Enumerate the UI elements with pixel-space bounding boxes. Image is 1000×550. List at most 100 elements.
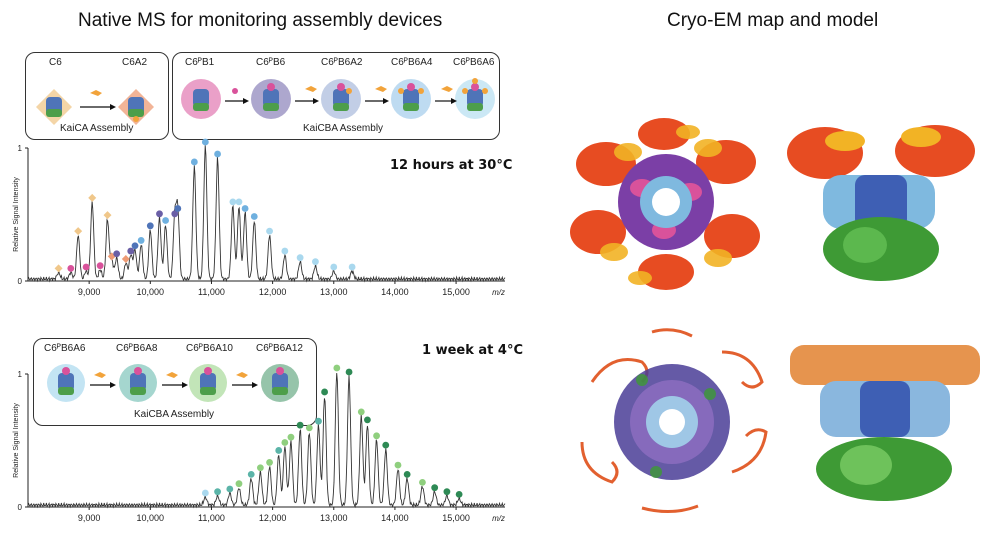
kaia-ligand-icon bbox=[90, 90, 102, 96]
x-tick-label: 13,000 bbox=[320, 287, 348, 297]
top-condition-label: 12 hours at 30°C bbox=[390, 158, 513, 173]
peak-marker-c6b6a4 bbox=[250, 213, 258, 220]
x-tick-label: 13,000 bbox=[320, 513, 348, 523]
peak-marker-c6b6a8 bbox=[247, 471, 255, 478]
late-species-2: C6ᴾB6A10 bbox=[186, 343, 233, 354]
late-c6b6a8-icon bbox=[119, 364, 157, 402]
peak-marker-c6b6a12 bbox=[431, 484, 439, 492]
peak-marker-c6b6a10 bbox=[256, 464, 264, 472]
peak-marker-c6b6a12 bbox=[455, 490, 463, 498]
peak-marker-c6b6a2 bbox=[131, 242, 139, 250]
kaica-species-1: C6A2 bbox=[122, 57, 148, 68]
ribbon-model-top-view-icon bbox=[580, 328, 768, 513]
peak-marker-c6b6a4 bbox=[190, 158, 198, 166]
late-species-3: C6ᴾB6A12 bbox=[256, 343, 303, 354]
cryo-em-map-top-view bbox=[570, 118, 760, 290]
kaicba-group-label: KaiCBA Assembly bbox=[303, 123, 384, 134]
c6b6a4-circle-icon bbox=[391, 79, 431, 119]
kaicba-late-schematic bbox=[47, 364, 299, 402]
bottom-ms-spectrum: 0 1 Relative Signal Intensity 9,000 10,000 11… bbox=[13, 364, 506, 523]
x-tick-label: 14,000 bbox=[381, 287, 409, 297]
x-tick-label: 10,000 bbox=[137, 513, 165, 523]
peak-marker-c6 bbox=[88, 193, 97, 202]
peak-marker-c6b6a4 bbox=[162, 217, 169, 224]
peak-marker-c6b6a10 bbox=[394, 461, 402, 469]
kaia-ligand-icon-2 bbox=[305, 86, 317, 92]
late-c6b6a6-icon bbox=[47, 364, 85, 402]
cryo-em-side-view-icon bbox=[787, 125, 975, 281]
peak-marker-c6b6a12 bbox=[382, 441, 390, 449]
x-tick-label: 9,000 bbox=[78, 513, 101, 523]
x-tick-label: 12,000 bbox=[259, 513, 287, 523]
peak-marker-c6b6a6 bbox=[348, 263, 356, 271]
ribbon-model-side-view-icon bbox=[790, 345, 980, 501]
c6b1-circle-icon bbox=[181, 79, 221, 119]
kaica-species-0: C6 bbox=[49, 57, 62, 68]
peak-marker-c6b6a6 bbox=[229, 198, 237, 206]
x-tick-label: 15,000 bbox=[442, 287, 470, 297]
late-group-label: KaiCBA Assembly bbox=[134, 409, 215, 420]
peak-marker-c6b6a12 bbox=[321, 388, 328, 396]
c6b6-circle-icon bbox=[251, 79, 291, 119]
top-ms-spectrum: 0 1 Relative Signal Intensity 9,000 10,000 11… bbox=[13, 138, 506, 297]
peak-marker-c6 bbox=[74, 227, 83, 236]
peak-marker-c6b6a12 bbox=[345, 368, 353, 376]
y-axis-label: Relative Signal Intensity bbox=[13, 403, 20, 478]
peak-marker-c6b6a6 bbox=[235, 198, 243, 206]
y-tick-label: 1 bbox=[18, 370, 23, 379]
y-tick-label: 1 bbox=[18, 144, 23, 153]
peak-marker-c6b6a8 bbox=[315, 417, 322, 425]
peak-marker-c6b6a6 bbox=[312, 258, 319, 266]
peak-marker-c6b6a8 bbox=[214, 488, 221, 496]
peak-marker-c6b6a6 bbox=[281, 247, 289, 255]
spectrum-trace bbox=[27, 145, 506, 283]
x-tick-label: 12,000 bbox=[259, 287, 287, 297]
kaia-ligand-icon-4 bbox=[441, 86, 453, 92]
kaica-schematic bbox=[36, 89, 154, 125]
c6-diamond-icon bbox=[36, 89, 72, 125]
x-tick-label: 10,000 bbox=[137, 287, 165, 297]
peak-marker-c6b6a6 bbox=[201, 489, 209, 497]
bottom-condition-label: 1 week at 4°C bbox=[422, 343, 523, 358]
peak-marker-c6b6a10 bbox=[373, 432, 380, 440]
c6b6a2-circle-icon bbox=[321, 79, 361, 119]
cryo-em-model-top-view bbox=[580, 328, 768, 513]
x-tick-label: 15,000 bbox=[442, 513, 470, 523]
peak-marker-c6b6 bbox=[127, 247, 135, 255]
peak-marker-c6b6a10 bbox=[266, 459, 273, 466]
y-tick-label: 0 bbox=[18, 503, 23, 512]
peak-markers-0 bbox=[54, 138, 356, 273]
kaicba-species-4: C6ᴾB6A6 bbox=[453, 57, 495, 68]
spectrum-trace bbox=[27, 373, 506, 509]
peak-marker-c6b6 bbox=[156, 210, 163, 218]
kaib-monomer-icon bbox=[232, 88, 238, 94]
kaicba-species-1: C6ᴾB6 bbox=[256, 57, 286, 68]
peak-marker-c6b6a12 bbox=[364, 416, 371, 424]
peak-marker-c6b6a10 bbox=[235, 480, 243, 488]
peak-marker-c6b6a4 bbox=[137, 237, 145, 244]
x-tick-label: 14,000 bbox=[381, 513, 409, 523]
peak-marker-c6b6a4 bbox=[214, 150, 221, 158]
peak-marker-c6b6a2 bbox=[146, 222, 154, 230]
peak-marker-c6 bbox=[54, 264, 63, 273]
peak-marker-c6b6a10 bbox=[419, 478, 426, 486]
spectrum-axes-0: 0 1 Relative Signal Intensity 9,000 10,000 11… bbox=[13, 144, 505, 297]
cryo-em-model-side-view bbox=[790, 345, 980, 501]
late-kaia-ligand-icons bbox=[94, 372, 248, 378]
peak-marker-c6b6a8 bbox=[226, 485, 234, 493]
x-tick-label: 11,000 bbox=[198, 287, 225, 297]
peak-marker-c6b6a4 bbox=[201, 138, 209, 146]
peak-markers-1 bbox=[201, 364, 463, 498]
kaicba-species-0: C6ᴾB1 bbox=[185, 57, 215, 68]
peak-marker-c6a2 bbox=[121, 255, 130, 264]
x-tick-label: 9,000 bbox=[78, 287, 101, 297]
left-title: Native MS for monitoring assembly device… bbox=[78, 10, 443, 31]
peak-marker-c6b6 bbox=[171, 210, 179, 218]
y-axis-label: Relative Signal Intensity bbox=[13, 177, 20, 252]
cryo-em-map-side-view bbox=[787, 125, 975, 281]
peak-marker-c6b6 bbox=[113, 250, 121, 258]
reaction-arrow-icon bbox=[80, 104, 116, 110]
kaicba-late-assembly-box: C6ᴾB6A6 C6ᴾB6A8 C6ᴾB6A10 C6ᴾB6A12 KaiCBA… bbox=[33, 338, 317, 426]
kaica-group-label: KaiCA Assembly bbox=[60, 123, 134, 134]
late-species-0: C6ᴾB6A6 bbox=[44, 343, 86, 354]
